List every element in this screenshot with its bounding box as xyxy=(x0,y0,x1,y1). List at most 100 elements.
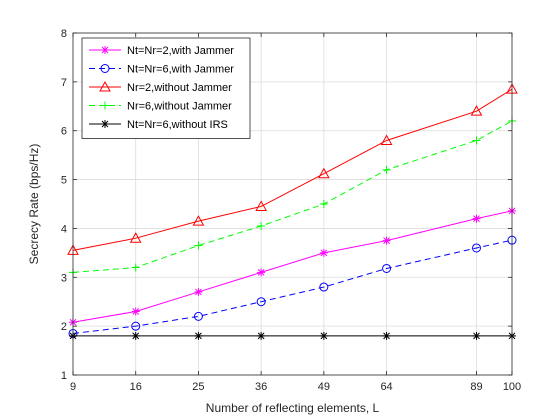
data-point-marker xyxy=(101,120,109,128)
plot-frame xyxy=(72,32,513,376)
data-point xyxy=(101,120,109,128)
series-line xyxy=(72,120,513,273)
y-axis-label: Secrecy Rate (bps/Hz) xyxy=(27,144,41,265)
data-point xyxy=(319,248,328,257)
data-point xyxy=(382,236,391,245)
x-tick-label: 16 xyxy=(130,381,142,393)
data-point xyxy=(472,243,482,253)
legend-label: Nr=2,without Jammer xyxy=(127,82,232,94)
data-point xyxy=(472,136,481,145)
legend-box xyxy=(81,37,251,139)
data-point-marker xyxy=(132,332,140,340)
data-point xyxy=(319,282,329,292)
data-point-marker xyxy=(320,249,328,257)
legend-label: Nt=Nr=2,with Jammer xyxy=(127,45,234,57)
x-tick-label: 49 xyxy=(318,381,330,393)
data-point xyxy=(255,200,267,211)
data-point-marker xyxy=(195,288,202,296)
data-point-marker xyxy=(99,80,111,92)
data-point xyxy=(470,105,483,116)
data-point-marker xyxy=(129,232,142,243)
data-point xyxy=(319,200,328,208)
y-tick-label: 5 xyxy=(61,175,67,187)
x-tick-label: 25 xyxy=(192,381,204,393)
x-axis-label: Number of reflecting elements, L xyxy=(206,401,380,415)
legend-label: Nr=6,without Jammer xyxy=(127,101,232,113)
data-point xyxy=(192,215,205,226)
y-tick-label: 2 xyxy=(61,321,67,333)
legend-label: Nt=Nr=6,without IRS xyxy=(127,119,228,131)
data-point xyxy=(472,214,481,223)
data-point xyxy=(194,287,203,296)
y-tick-label: 8 xyxy=(61,28,67,40)
data-point xyxy=(318,167,330,179)
y-tick-label: 3 xyxy=(61,272,67,284)
data-point-marker xyxy=(100,64,110,73)
data-point xyxy=(131,307,140,316)
x-tick-label: 64 xyxy=(380,381,392,393)
data-point-marker xyxy=(192,215,205,226)
data-point-marker xyxy=(132,308,140,315)
data-point xyxy=(256,297,266,307)
data-point-marker xyxy=(470,105,483,116)
legend-label: Nt=Nr=6,with Jammer xyxy=(127,64,234,76)
data-point xyxy=(129,232,142,243)
data-point xyxy=(382,165,391,174)
data-point-marker xyxy=(131,321,141,331)
y-tick-label: 1 xyxy=(61,370,67,382)
data-point xyxy=(382,331,391,340)
x-tick-label: 100 xyxy=(503,381,521,393)
y-tick-label: 6 xyxy=(61,126,67,138)
data-point-marker xyxy=(193,311,203,321)
data-point xyxy=(101,46,109,54)
data-point xyxy=(131,331,140,340)
data-point xyxy=(194,331,203,340)
data-point-marker xyxy=(473,332,480,340)
data-point-marker xyxy=(256,297,266,307)
data-point-marker xyxy=(473,215,480,223)
data-point-marker xyxy=(255,200,267,211)
data-point xyxy=(193,311,203,321)
data-point-marker xyxy=(382,263,392,273)
y-tick-label: 7 xyxy=(61,77,67,89)
data-point xyxy=(194,241,203,250)
series-2 xyxy=(68,235,517,338)
grid-lines xyxy=(73,33,512,375)
data-point-marker xyxy=(318,167,330,179)
data-point xyxy=(101,101,109,110)
series-line xyxy=(72,210,513,323)
data-point-marker xyxy=(383,237,390,244)
data-point xyxy=(257,331,266,340)
series-line xyxy=(72,239,513,334)
data-point xyxy=(472,331,481,340)
legend-entry: Nt=Nr=6,with Jammer xyxy=(89,64,234,76)
data-point xyxy=(319,331,328,340)
legend-entry: Nt=Nr=6,without IRS xyxy=(89,119,228,131)
data-point-marker xyxy=(320,332,328,340)
legend-entry: Nt=Nr=2,with Jammer xyxy=(89,45,234,57)
legend-entry: Nr=6,without Jammer xyxy=(89,101,232,113)
data-point xyxy=(100,64,110,73)
data-point-marker xyxy=(195,332,202,340)
data-point-marker xyxy=(380,134,393,145)
x-tick-label: 9 xyxy=(70,381,76,393)
data-point xyxy=(257,221,266,230)
x-tick-label: 89 xyxy=(470,381,482,393)
data-point xyxy=(257,268,266,277)
data-point-marker xyxy=(101,46,109,54)
legend-entry: Nr=2,without Jammer xyxy=(89,80,232,94)
data-point xyxy=(382,263,392,273)
data-point xyxy=(380,134,393,145)
data-point-marker xyxy=(319,282,329,292)
axis-ticks: 9 16 25 36 49 64 89 100 1 2 3 4 5 6 7 8 xyxy=(61,28,521,393)
series-line xyxy=(72,88,513,251)
x-tick-label: 36 xyxy=(255,381,267,393)
data-point xyxy=(99,80,111,92)
data-point-marker xyxy=(383,332,390,340)
data-point-marker xyxy=(257,332,265,340)
data-point-marker xyxy=(257,269,265,276)
data-point-marker xyxy=(472,243,482,253)
data-point xyxy=(131,263,140,272)
y-tick-label: 4 xyxy=(61,223,67,235)
